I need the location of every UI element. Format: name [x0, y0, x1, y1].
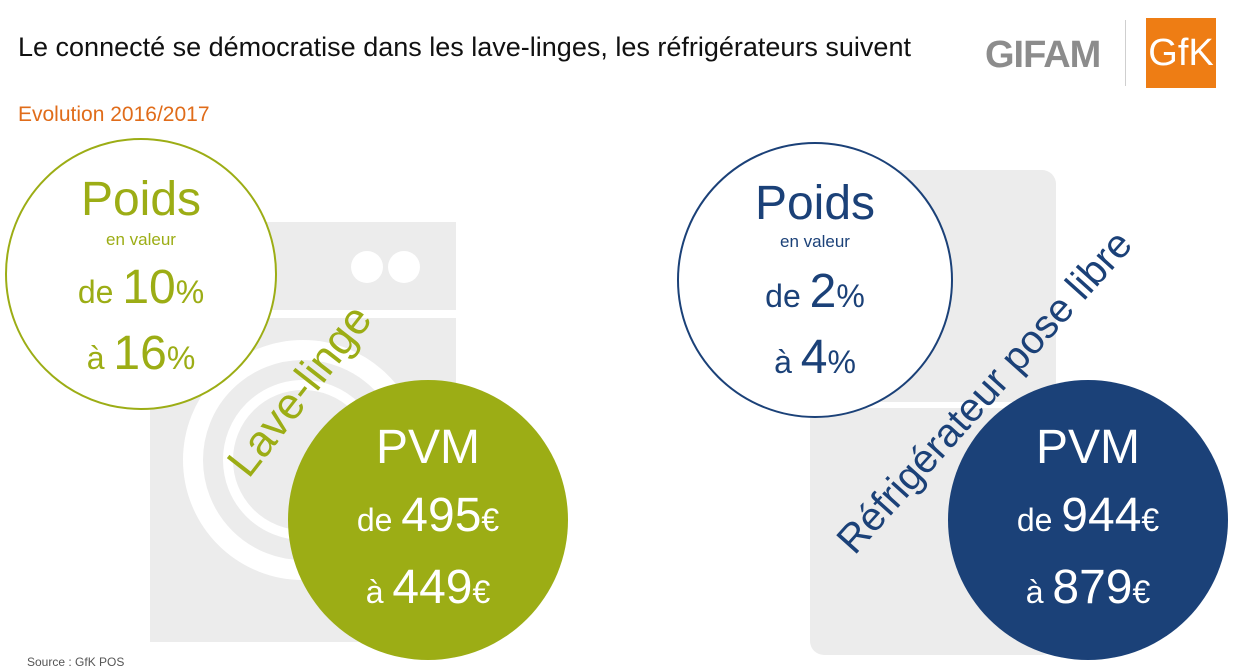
washer-poids-to: à 16% [86, 327, 196, 380]
washer-pvm-title: PVM [375, 421, 480, 474]
washer-pvm-circle: PVM de 495€ à 449€ [288, 380, 568, 660]
page-subtitle: Evolution 2016/2017 [18, 103, 210, 126]
fridge-poids-caption: en valeur [780, 232, 850, 251]
gifam-logo: GIFAM [985, 34, 1101, 76]
logo-divider [1125, 20, 1126, 86]
washer-poids-from: de 10% [77, 261, 205, 314]
fridge-poids-to: à 4% [774, 331, 856, 384]
washer-poids-caption: en valeur [106, 230, 176, 249]
fridge-pvm-from: de 944€ [1016, 489, 1160, 542]
gfk-logo: GfK [1146, 18, 1216, 88]
fridge-poids-title: Poids [754, 177, 876, 230]
washer-pvm-from: de 495€ [356, 489, 500, 542]
washer-poids-circle: Poids en valeur de 10% à 16% [5, 138, 277, 410]
washer-poids-title: Poids [80, 173, 202, 226]
fridge-pvm-to: à 879€ [1025, 561, 1151, 614]
page-title: Le connecté se démocratise dans les lave… [18, 32, 911, 62]
fridge-poids-circle: Poids en valeur de 2% à 4% [677, 142, 953, 418]
washer-pvm-to: à 449€ [365, 561, 491, 614]
fridge-pvm-circle: PVM de 944€ à 879€ [948, 380, 1228, 660]
fridge-pvm-title: PVM [1035, 421, 1140, 474]
source-note: Source : GfK POS [27, 655, 125, 669]
fridge-poids-from: de 2% [765, 265, 865, 318]
